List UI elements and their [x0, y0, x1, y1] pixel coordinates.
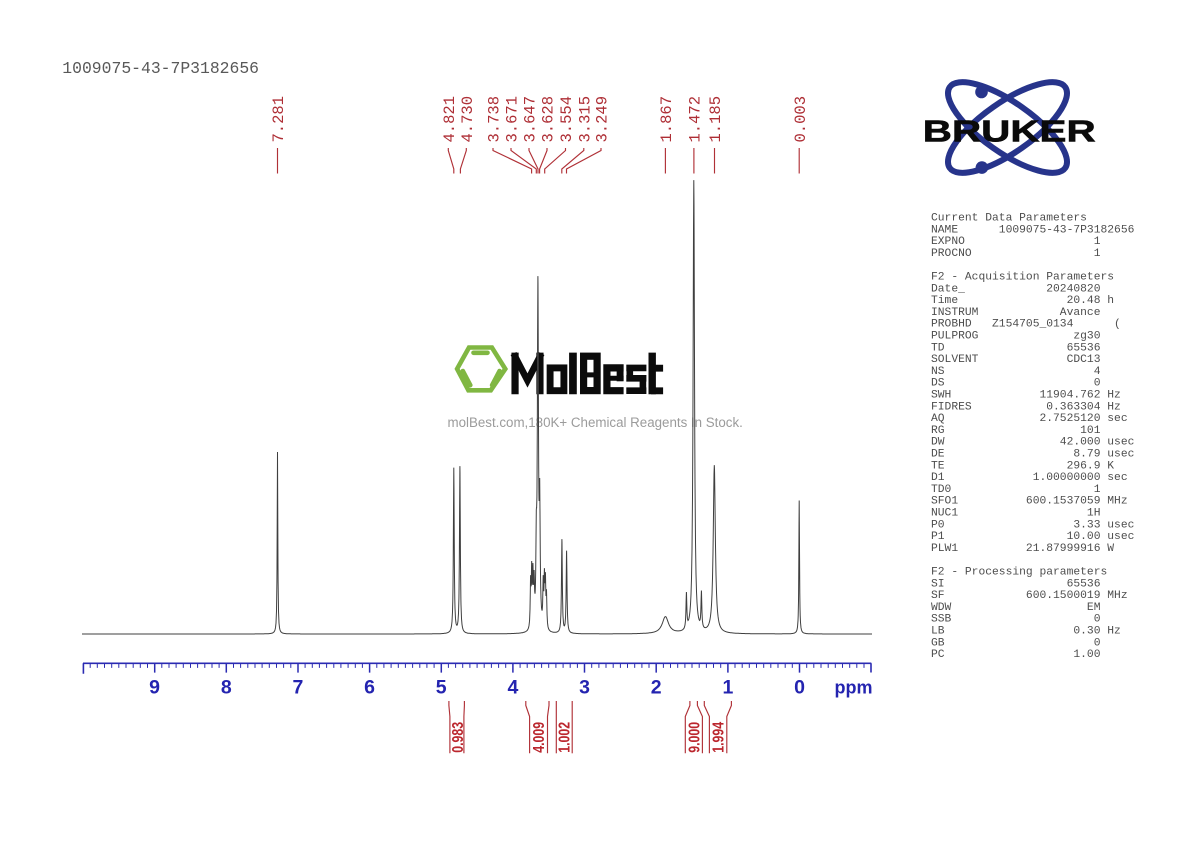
svg-text:WDW EM: WDW EM — [931, 602, 1101, 614]
svg-text:8: 8 — [221, 677, 232, 699]
svg-text:SWH 11904.762 Hz: SWH 11904.762 Hz — [931, 390, 1121, 402]
svg-text:9: 9 — [149, 677, 160, 699]
svg-text:0.983: 0.983 — [448, 722, 466, 753]
svg-text:AQ 2.7525120 sec: AQ 2.7525120 sec — [931, 413, 1128, 425]
svg-text:BRUKER: BRUKER — [923, 114, 1096, 148]
svg-text:Current Data Parameters: Current Data Parameters — [931, 213, 1087, 225]
svg-text:Time 20.48 h: Time 20.48 h — [931, 295, 1114, 307]
svg-text:3.249: 3.249 — [594, 96, 612, 143]
svg-text:4.009: 4.009 — [530, 722, 548, 753]
svg-text:0: 0 — [794, 677, 805, 699]
svg-text:FIDRES 0.363304 Hz: FIDRES 0.363304 Hz — [931, 401, 1121, 413]
svg-text:PROBHD Z154705_0134 (: PROBHD Z154705_0134 ( — [931, 319, 1121, 331]
svg-text:3.628: 3.628 — [540, 96, 558, 143]
svg-text:3: 3 — [579, 677, 590, 699]
svg-text:0.003: 0.003 — [792, 96, 810, 143]
svg-text:7: 7 — [292, 677, 303, 699]
svg-text:F2 - Acquisition Parameters: F2 - Acquisition Parameters — [931, 272, 1114, 284]
svg-text:INSTRUM Avance: INSTRUM Avance — [931, 307, 1101, 319]
svg-text:SFO1 600.1537059 MHz: SFO1 600.1537059 MHz — [931, 496, 1128, 508]
svg-text:4.730: 4.730 — [459, 96, 477, 143]
svg-text:TD0 1: TD0 1 — [931, 484, 1101, 496]
svg-text:3.671: 3.671 — [504, 96, 522, 143]
svg-text:LB 0.30 Hz: LB 0.30 Hz — [931, 626, 1121, 638]
svg-text:D1 1.00000000 sec: D1 1.00000000 sec — [931, 472, 1128, 484]
svg-text:6: 6 — [364, 677, 375, 699]
svg-text:7.281: 7.281 — [270, 96, 288, 143]
svg-text:P1 10.00 usec: P1 10.00 usec — [931, 531, 1134, 543]
svg-text:PROCNO 1: PROCNO 1 — [931, 248, 1101, 260]
svg-text:1.002: 1.002 — [555, 722, 573, 753]
svg-text:4.821: 4.821 — [441, 96, 459, 143]
svg-text:RG 101: RG 101 — [931, 425, 1101, 437]
svg-text:3.554: 3.554 — [558, 96, 576, 143]
svg-text:1.185: 1.185 — [707, 96, 725, 143]
svg-text:TD 65536: TD 65536 — [931, 342, 1101, 354]
svg-text:P0 3.33 usec: P0 3.33 usec — [931, 519, 1134, 531]
svg-text:EXPNO 1: EXPNO 1 — [931, 236, 1101, 248]
svg-text:DW 42.000 usec: DW 42.000 usec — [931, 437, 1134, 449]
svg-text:molBest.com,180K+ Chemical Rea: molBest.com,180K+ Chemical Reagents In S… — [448, 414, 743, 429]
svg-text:3.315: 3.315 — [576, 96, 594, 143]
svg-text:5: 5 — [436, 677, 447, 699]
svg-text:NS 4: NS 4 — [931, 366, 1101, 378]
svg-text:1.867: 1.867 — [658, 96, 676, 143]
svg-text:SOLVENT CDC13: SOLVENT CDC13 — [931, 354, 1101, 366]
svg-text:PULPROG zg30: PULPROG zg30 — [931, 331, 1101, 343]
svg-text:1009075-43-7P3182656: 1009075-43-7P3182656 — [62, 59, 259, 78]
svg-text:1: 1 — [722, 677, 733, 699]
svg-text:PLW1 21.87999916 W: PLW1 21.87999916 W — [931, 543, 1114, 555]
svg-text:NAME 1009075-43-7P3182656: NAME 1009075-43-7P3182656 — [931, 224, 1135, 236]
svg-text:GB 0: GB 0 — [931, 637, 1101, 649]
svg-text:1.472: 1.472 — [687, 96, 705, 143]
svg-text:SI 65536: SI 65536 — [931, 578, 1101, 590]
svg-text:1.994: 1.994 — [709, 722, 727, 753]
svg-text:3.738: 3.738 — [486, 96, 504, 143]
svg-text:SF 600.1500019 MHz: SF 600.1500019 MHz — [931, 590, 1128, 602]
svg-text:9.000: 9.000 — [685, 722, 703, 753]
svg-text:F2 - Processing parameters: F2 - Processing parameters — [931, 567, 1107, 579]
svg-text:2: 2 — [651, 677, 662, 699]
svg-text:ppm: ppm — [835, 678, 873, 698]
svg-text:TE 296.9 K: TE 296.9 K — [931, 460, 1114, 472]
svg-text:4: 4 — [507, 677, 518, 699]
svg-text:NUC1 1H: NUC1 1H — [931, 508, 1100, 520]
svg-text:3.647: 3.647 — [522, 96, 540, 143]
svg-text:DS 0: DS 0 — [931, 378, 1101, 390]
svg-text:DE 8.79 usec: DE 8.79 usec — [931, 449, 1134, 461]
svg-text:Date_ 20240820: Date_ 20240820 — [931, 283, 1101, 295]
svg-text:PC 1.00: PC 1.00 — [931, 649, 1101, 661]
svg-text:SSB 0: SSB 0 — [931, 614, 1101, 626]
